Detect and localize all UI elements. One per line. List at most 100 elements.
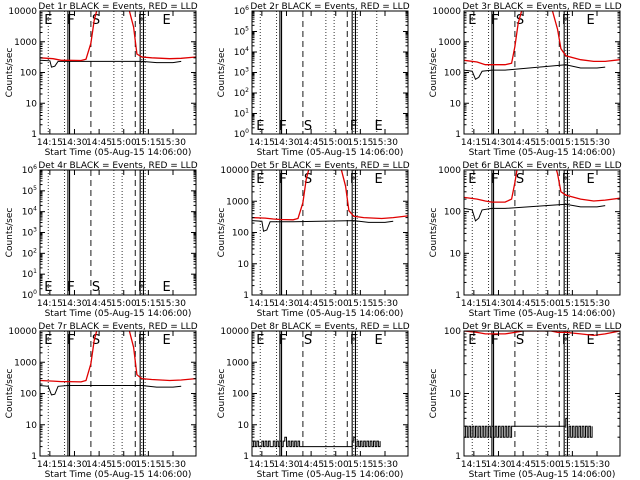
y-tick-label: 1000 bbox=[438, 38, 461, 48]
event-markers bbox=[471, 11, 570, 134]
phase-letter-E: E bbox=[44, 333, 52, 348]
y-tick-label: 103 bbox=[234, 67, 249, 79]
x-tick-label: 15:15 bbox=[559, 460, 585, 470]
phase-letter-E: E bbox=[468, 172, 476, 187]
phase-letter-F: F bbox=[350, 333, 357, 348]
y-tick-label: 100 bbox=[232, 229, 249, 239]
panel-title: Det 9r BLACK = Events, RED = LLD bbox=[462, 322, 621, 332]
event-markers bbox=[471, 170, 570, 295]
phase-letter-F: F bbox=[491, 333, 498, 348]
phase-letter-E: E bbox=[256, 119, 264, 134]
x-tick-label: 14:45 bbox=[86, 138, 112, 148]
y-tick-label: 100 bbox=[444, 327, 461, 337]
x-tick-label: 14:30 bbox=[62, 460, 88, 470]
y-tick-label: 101 bbox=[22, 268, 37, 280]
phase-letter-S: S bbox=[304, 119, 312, 134]
x-tick-label: 14:30 bbox=[274, 299, 300, 309]
x-axis-label: Start Time (05-Aug-15 14:06:00) bbox=[469, 148, 616, 158]
x-tick-label: 14:45 bbox=[298, 299, 324, 309]
x-axis-label: Start Time (05-Aug-15 14:06:00) bbox=[45, 309, 192, 319]
x-axis-label: Start Time (05-Aug-15 14:06:00) bbox=[45, 148, 192, 158]
phase-letter-F: F bbox=[350, 119, 357, 134]
series-group bbox=[252, 437, 380, 456]
x-tick-label: 14:30 bbox=[486, 138, 512, 148]
x-tick-label: 15:30 bbox=[160, 138, 186, 148]
x-tick-label: 14:45 bbox=[510, 299, 536, 309]
panel-title: Det 7r BLACK = Events, RED = LLD bbox=[38, 322, 197, 332]
phase-letter-E: E bbox=[256, 172, 264, 187]
x-axis-label: Start Time (05-Aug-15 14:06:00) bbox=[257, 148, 404, 158]
y-axis-label: Counts/sec bbox=[429, 48, 439, 98]
y-tick-label: 1 bbox=[455, 291, 461, 301]
y-tick-label: 10 bbox=[238, 421, 250, 431]
x-tick-label: 14:45 bbox=[298, 460, 324, 470]
x-tick-label: 15:00 bbox=[323, 460, 349, 470]
y-tick-label: 100 bbox=[22, 289, 37, 301]
x-tick-label: 14:15 bbox=[249, 138, 275, 148]
phase-letter-E: E bbox=[375, 172, 383, 187]
x-tick-label: 14:15 bbox=[37, 138, 63, 148]
y-tick-label: 1 bbox=[31, 452, 37, 462]
x-tick-label: 14:15 bbox=[249, 460, 275, 470]
x-tick-label: 15:15 bbox=[135, 299, 161, 309]
x-tick-label: 14:15 bbox=[37, 299, 63, 309]
phase-letter-F: F bbox=[279, 172, 286, 187]
x-tick-label: 14:30 bbox=[62, 299, 88, 309]
phase-letter-S: S bbox=[304, 333, 312, 348]
x-tick-label: 14:45 bbox=[86, 460, 112, 470]
x-tick-label: 15:15 bbox=[347, 138, 373, 148]
x-tick-label: 15:15 bbox=[135, 138, 161, 148]
phase-letter-F: F bbox=[67, 333, 74, 348]
series-group bbox=[464, 170, 620, 222]
plot-frame bbox=[251, 10, 409, 135]
event-markers bbox=[47, 331, 146, 456]
phase-letter-F: F bbox=[138, 333, 145, 348]
panel-title: Det 6r BLACK = Events, RED = LLD bbox=[462, 161, 621, 171]
y-tick-label: 1000 bbox=[14, 358, 37, 368]
phase-letter-F: F bbox=[279, 119, 286, 134]
phase-letter-E: E bbox=[587, 172, 595, 187]
x-tick-label: 14:30 bbox=[62, 138, 88, 148]
series-events-black bbox=[252, 437, 380, 456]
x-tick-label: 14:45 bbox=[510, 138, 536, 148]
plot-frame bbox=[251, 169, 409, 296]
x-tick-label: 15:15 bbox=[135, 460, 161, 470]
x-axis-label: Start Time (05-Aug-15 14:06:00) bbox=[469, 470, 616, 480]
x-tick-label: 14:15 bbox=[461, 460, 487, 470]
x-axis-label: Start Time (05-Aug-15 14:06:00) bbox=[257, 470, 404, 480]
phase-letter-F: F bbox=[562, 13, 569, 28]
panel-title: Det 3r BLACK = Events, RED = LLD bbox=[462, 2, 621, 12]
x-tick-label: 14:15 bbox=[461, 299, 487, 309]
y-tick-label: 1 bbox=[243, 291, 249, 301]
y-tick-label: 100 bbox=[20, 390, 37, 400]
y-tick-label: 105 bbox=[234, 26, 249, 38]
phase-letter-E: E bbox=[163, 13, 171, 28]
phase-letter-E: E bbox=[44, 280, 52, 295]
series-lld-red bbox=[40, 331, 196, 383]
series-group bbox=[464, 11, 620, 81]
x-tick-label: 15:30 bbox=[584, 299, 610, 309]
y-tick-label: 1 bbox=[455, 452, 461, 462]
phase-letter-S: S bbox=[516, 333, 524, 348]
y-tick-label: 10 bbox=[26, 99, 38, 109]
phase-letter-F: F bbox=[350, 172, 357, 187]
phase-letter-F: F bbox=[138, 280, 145, 295]
panel-title: Det 2r BLACK = Events, RED = LLD bbox=[250, 2, 409, 12]
y-tick-label: 103 bbox=[22, 227, 37, 239]
y-tick-label: 100 bbox=[20, 69, 37, 79]
panel-title: Det 1r BLACK = Events, RED = LLD bbox=[38, 2, 197, 12]
x-tick-label: 14:45 bbox=[86, 299, 112, 309]
phase-letter-E: E bbox=[375, 333, 383, 348]
x-tick-label: 15:00 bbox=[323, 138, 349, 148]
y-tick-label: 10 bbox=[26, 421, 38, 431]
plot-frame bbox=[251, 330, 409, 457]
x-tick-label: 14:45 bbox=[298, 138, 324, 148]
y-tick-label: 10000 bbox=[220, 327, 249, 337]
x-tick-label: 15:15 bbox=[559, 138, 585, 148]
series-events-black bbox=[464, 203, 606, 222]
y-tick-label: 10 bbox=[450, 249, 462, 259]
